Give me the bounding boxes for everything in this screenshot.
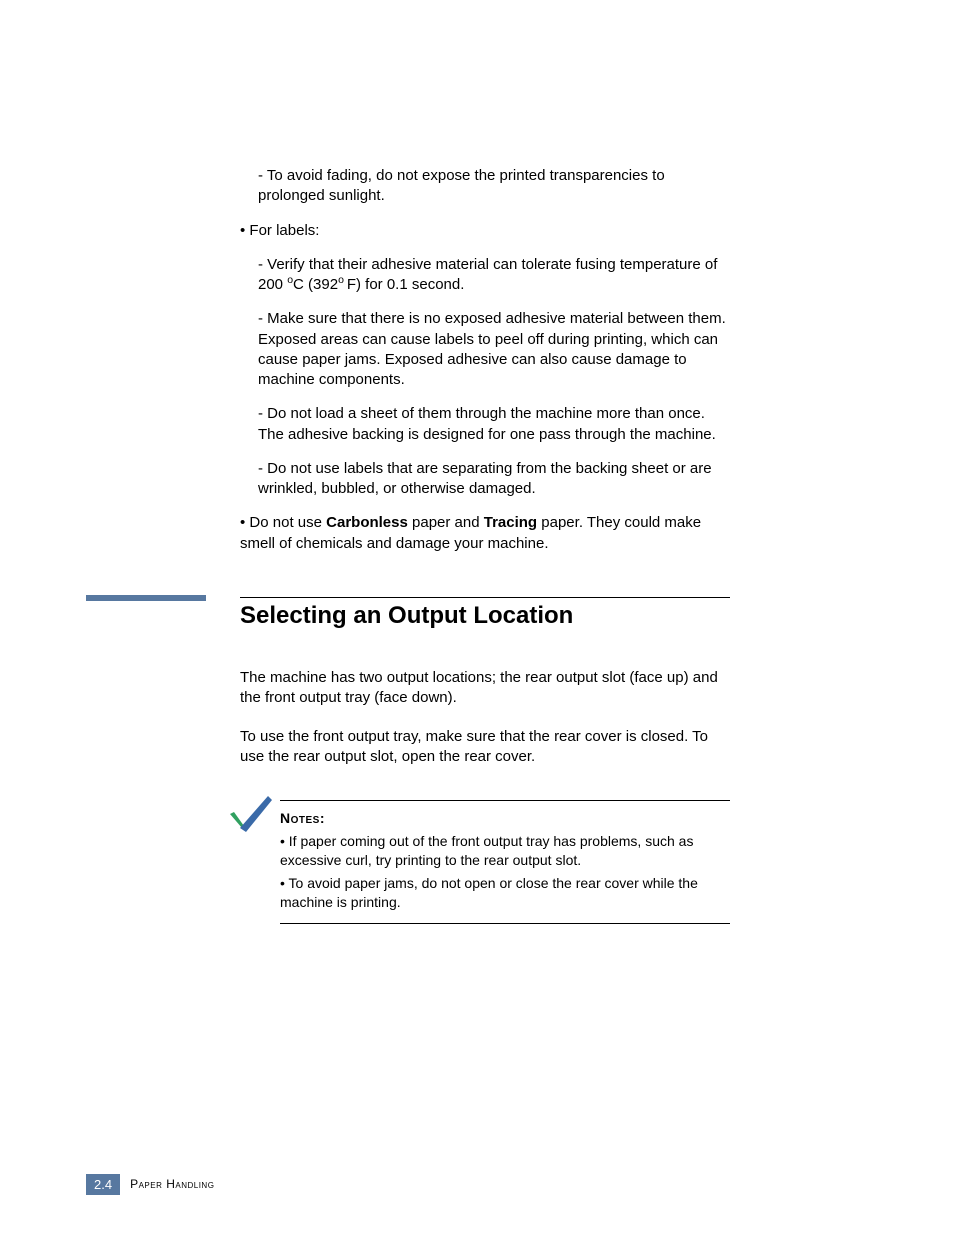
divider-accent	[86, 595, 206, 601]
list-item: - Make sure that there is no exposed adh…	[258, 309, 730, 390]
list-item: - Do not load a sheet of them through th…	[258, 404, 730, 445]
list-item: • If paper coming out of the front outpu…	[280, 832, 730, 870]
section-heading: Selecting an Output Location	[240, 602, 730, 630]
text: C (392	[293, 276, 338, 293]
document-page: - To avoid fading, do not expose the pri…	[0, 0, 954, 1235]
notes-box: Notes: • If paper coming out of the fron…	[280, 800, 730, 924]
notes-label: Notes:	[280, 809, 730, 828]
bold-text: Tracing	[484, 514, 537, 531]
paragraph: To use the front output tray, make sure …	[240, 727, 730, 768]
text: :	[320, 810, 325, 826]
section-divider	[86, 586, 730, 601]
divider-line	[240, 597, 730, 598]
page-footer: 2.4 Paper Handling	[86, 1173, 214, 1195]
text: F) for 0.1 second.	[347, 276, 465, 293]
list-item: • To avoid paper jams, do not open or cl…	[280, 874, 730, 912]
page-number-badge: 2.4	[86, 1174, 120, 1195]
text: • Do not use	[240, 514, 326, 531]
list-item: - Do not use labels that are separating …	[258, 459, 730, 500]
degree-symbol: o	[338, 274, 347, 286]
section-body: The machine has two output locations; th…	[240, 668, 730, 785]
bold-text: Carbonless	[326, 514, 408, 531]
list-item: • For labels:	[240, 221, 730, 241]
list-item: - Verify that their adhesive material ca…	[258, 255, 730, 296]
list-item: - To avoid fading, do not expose the pri…	[258, 166, 730, 207]
footer-section-label: Paper Handling	[130, 1177, 214, 1191]
text: paper and	[408, 514, 484, 531]
list-item: • Do not use Carbonless paper and Tracin…	[240, 513, 730, 554]
paragraph: The machine has two output locations; th…	[240, 668, 730, 709]
notes-label-text: Notes	[280, 810, 320, 826]
upper-content: - To avoid fading, do not expose the pri…	[240, 166, 730, 568]
checkmark-icon	[224, 790, 274, 840]
